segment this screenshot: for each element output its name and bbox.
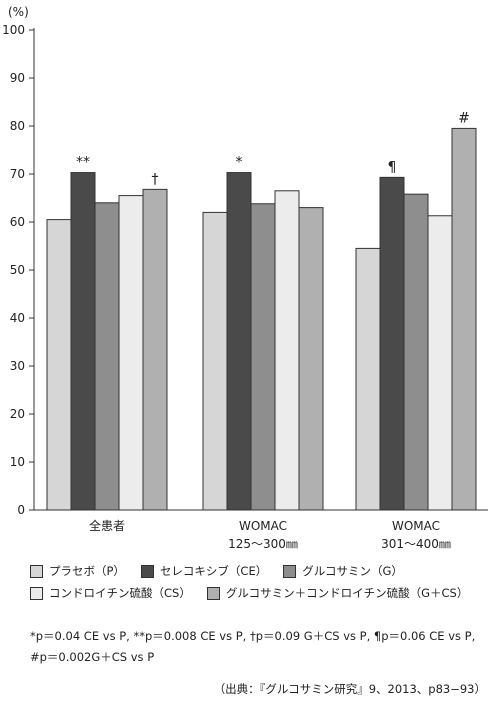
bar bbox=[250, 203, 276, 511]
y-tick-label: 90 bbox=[10, 71, 25, 85]
y-tick-label: 80 bbox=[10, 119, 25, 133]
significance-marker: * bbox=[236, 155, 243, 171]
footnotes: *p＝0.04 CE vs P, **p＝0.008 CE vs P, †p＝0… bbox=[30, 626, 500, 668]
legend-item-placebo: プラセボ（P） bbox=[30, 563, 125, 579]
bar-chart: (%) 0 10 20 30 40 50 60 70 80 90 100 ** † * ¶ # 全患者 WOMAC 1… bbox=[2, 5, 488, 551]
bar bbox=[403, 193, 429, 511]
significance-marker: ** bbox=[76, 155, 90, 171]
y-tick-label: 70 bbox=[10, 167, 25, 181]
legend-label-chondroitin: コンドロイチン硫酸（CS） bbox=[49, 586, 191, 600]
bar bbox=[226, 172, 252, 511]
significance-marker: # bbox=[458, 110, 470, 126]
y-tick-label: 60 bbox=[10, 215, 25, 229]
y-axis-label: (%) bbox=[8, 5, 29, 19]
legend-swatch-celecoxib bbox=[140, 564, 154, 578]
legend-label-combination: グルコサミン＋コンドロイチン硫酸（G＋CS） bbox=[225, 586, 469, 600]
bar bbox=[451, 127, 477, 511]
y-tick-label: 0 bbox=[17, 503, 25, 517]
category-sublabel: 301～400㎜ bbox=[381, 537, 451, 551]
legend-label-placebo: プラセボ（P） bbox=[49, 564, 125, 578]
significance-marker: † bbox=[152, 171, 159, 187]
legend-label-glucosamine: グルコサミン（G） bbox=[302, 564, 403, 578]
source-citation: （出典：『グルコサミン研究』9、2013、p83−93） bbox=[213, 682, 486, 696]
y-tick-label: 40 bbox=[10, 311, 25, 325]
legend-swatch-glucosamine bbox=[283, 564, 297, 578]
category-label: WOMAC bbox=[392, 519, 440, 533]
legend-item-glucosamine: グルコサミン（G） bbox=[283, 563, 403, 579]
category-label: 全患者 bbox=[89, 518, 125, 533]
y-tick-label: 20 bbox=[10, 407, 25, 421]
legend-swatch-combination bbox=[206, 586, 220, 600]
footnote-line-1: *p＝0.04 CE vs P, **p＝0.008 CE vs P, †p＝0… bbox=[30, 629, 476, 643]
bar bbox=[94, 202, 120, 511]
legend-item-celecoxib: セレコキシブ（CE） bbox=[140, 563, 268, 579]
y-tick-label: 10 bbox=[10, 455, 25, 469]
bar bbox=[142, 188, 168, 511]
bar bbox=[355, 247, 381, 511]
legend-label-celecoxib: セレコキシブ（CE） bbox=[159, 564, 268, 578]
bar bbox=[118, 195, 144, 511]
legend-item-chondroitin: コンドロイチン硫酸（CS） bbox=[30, 585, 191, 601]
y-tick-label: 50 bbox=[10, 263, 25, 277]
legend-item-combination: グルコサミン＋コンドロイチン硫酸（G＋CS） bbox=[206, 585, 469, 601]
y-tick-label: 100 bbox=[2, 23, 25, 37]
category-sublabel: 125～300㎜ bbox=[228, 537, 298, 551]
legend-swatch-chondroitin bbox=[30, 586, 43, 600]
bar bbox=[46, 219, 72, 511]
bar bbox=[202, 211, 228, 511]
legend: プラセボ（P） セレコキシブ（CE） グルコサミン（G） コンドロイチン硫酸（C… bbox=[30, 560, 490, 604]
footnote-line-2: #p＝0.002G＋CS vs P bbox=[30, 650, 155, 664]
legend-swatch-placebo bbox=[30, 564, 43, 578]
bar bbox=[70, 172, 96, 511]
significance-marker: ¶ bbox=[388, 159, 397, 175]
bar bbox=[427, 215, 453, 511]
y-tick-label: 30 bbox=[10, 359, 25, 373]
bar bbox=[298, 207, 324, 511]
category-label: WOMAC bbox=[239, 519, 287, 533]
bar bbox=[379, 176, 405, 511]
bar bbox=[274, 190, 300, 511]
